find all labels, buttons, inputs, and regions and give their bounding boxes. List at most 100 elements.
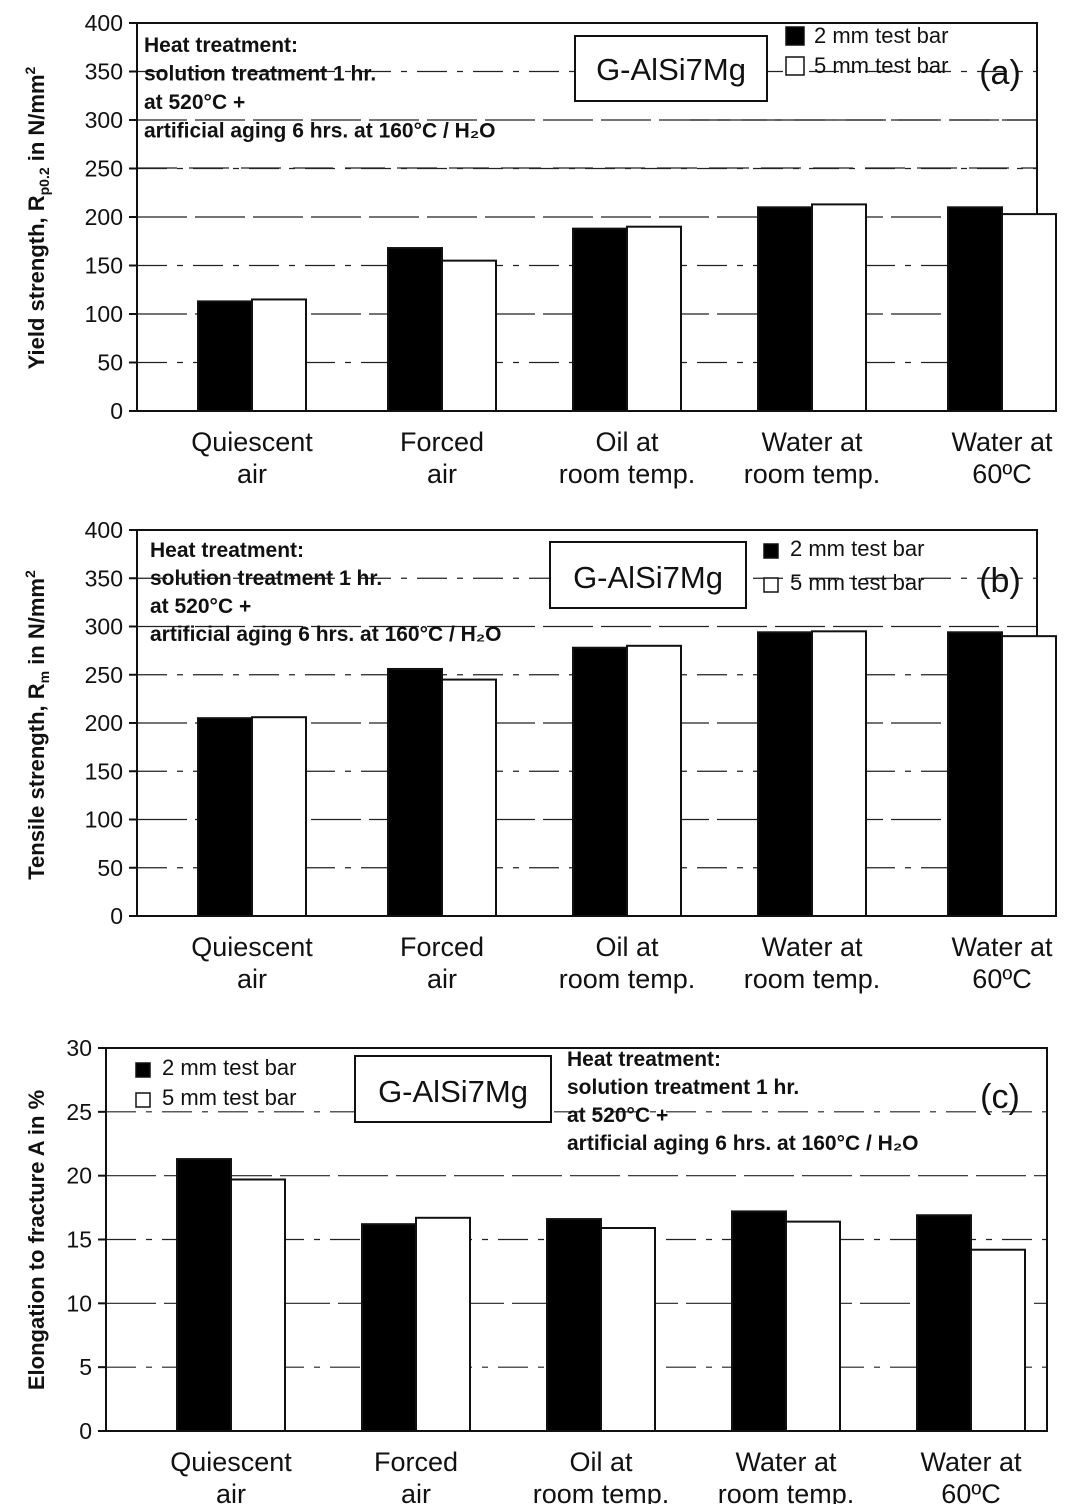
bar-5mm-1 xyxy=(251,716,307,918)
y-tick-label: 50 xyxy=(97,855,123,881)
legend-label: 5 mm test bar xyxy=(814,53,948,78)
bars xyxy=(176,1158,1026,1433)
x-tick-label: Oil at xyxy=(595,932,659,962)
bar-2mm-3 xyxy=(572,227,628,412)
x-tick-label: Oil at xyxy=(595,427,659,457)
y-tick-label: 300 xyxy=(85,614,123,640)
x-tick-label: room temp. xyxy=(718,1479,855,1504)
heat-treatment-note: Heat treatment: solution treatment 1 hr. a… xyxy=(144,34,496,143)
bar-2mm-4 xyxy=(757,206,813,412)
x-tick-label: room temp. xyxy=(533,1479,670,1504)
alloy-label-box xyxy=(549,541,747,609)
x-tick-label: room temp. xyxy=(744,459,881,489)
bar-2mm-2 xyxy=(361,1223,417,1433)
heat-treatment-line: at 520°C + xyxy=(567,1104,668,1127)
bar-5mm-4 xyxy=(811,203,867,412)
x-tick-label: 60ºC xyxy=(972,459,1031,489)
bar-5mm-3 xyxy=(626,225,682,412)
x-tick-label: air xyxy=(427,964,457,994)
x-tick-label: Quiescent xyxy=(191,427,313,457)
y-axis-title: Tensile strength, Rm in N/mm2 xyxy=(22,570,52,880)
bar-5mm-5 xyxy=(1001,213,1057,412)
y-tick-label: 50 xyxy=(97,350,123,376)
heat-treatment-line: at 520°C + xyxy=(150,595,251,618)
x-tick-label: Water at xyxy=(735,1447,837,1477)
x-tick-label: Forced xyxy=(400,932,484,962)
bar-5mm-5 xyxy=(970,1248,1026,1433)
x-tick-label: air xyxy=(237,964,267,994)
legend-label: 2 mm test bar xyxy=(790,536,924,561)
y-axis: 0 50 100 150 200 250 300 350 400 xyxy=(85,10,137,424)
bar-2mm-5 xyxy=(947,631,1003,917)
y-tick-label: 10 xyxy=(66,1290,92,1316)
heat-treatment-line: artificial aging 6 hrs. at 160°C / H₂O xyxy=(150,623,502,646)
legend-label: 2 mm test bar xyxy=(162,1055,296,1080)
bars xyxy=(197,203,1057,413)
panel-label: (a) xyxy=(979,54,1021,92)
x-tick-label: room temp. xyxy=(559,459,696,489)
legend: 2 mm test bar 5 mm test bar xyxy=(135,1055,296,1110)
legend-swatch-2mm xyxy=(135,1062,151,1078)
bar-5mm-1 xyxy=(251,298,307,413)
heat-treatment-line: solution treatment 1 hr. xyxy=(567,1076,799,1099)
bar-2mm-5 xyxy=(916,1214,972,1432)
x-tick-label: Oil at xyxy=(569,1447,633,1477)
heat-treatment-note: Heat treatment: solution treatment 1 hr. a… xyxy=(150,539,502,646)
heat-treatment-line: artificial aging 6 hrs. at 160°C / H₂O xyxy=(144,120,496,143)
y-axis: 0 5 10 15 20 25 30 xyxy=(66,1035,106,1444)
panel-label: (c) xyxy=(980,1078,1020,1116)
y-tick-label: 0 xyxy=(110,903,123,929)
x-tick-label: Quiescent xyxy=(170,1447,292,1477)
bar-2mm-1 xyxy=(197,300,253,413)
x-tick-label: Water at xyxy=(920,1447,1022,1477)
x-tick-label: room temp. xyxy=(559,964,696,994)
bar-2mm-1 xyxy=(197,717,253,917)
bar-5mm-3 xyxy=(600,1227,656,1433)
bar-5mm-2 xyxy=(441,259,497,412)
y-tick-label: 20 xyxy=(66,1163,92,1189)
legend: 2 mm test bar 5 mm test bar xyxy=(763,536,924,595)
bar-5mm-2 xyxy=(415,1216,471,1432)
bar-2mm-2 xyxy=(387,247,443,412)
y-tick-label: 0 xyxy=(79,1418,92,1444)
y-tick-label: 100 xyxy=(85,301,123,327)
x-tick-label: air xyxy=(216,1479,246,1504)
x-tick-label: air xyxy=(427,459,457,489)
alloy-label: G-AlSi7Mg xyxy=(378,1074,528,1109)
legend-label: 2 mm test bar xyxy=(814,23,948,48)
alloy-label-box xyxy=(574,35,768,102)
bar-2mm-1 xyxy=(176,1158,232,1432)
alloy-label: G-AlSi7Mg xyxy=(573,560,723,595)
x-tick-label: room temp. xyxy=(744,964,881,994)
bar-5mm-4 xyxy=(811,630,867,917)
bar-2mm-4 xyxy=(757,631,813,917)
x-tick-label: Forced xyxy=(400,427,484,457)
y-tick-label: 0 xyxy=(110,398,123,424)
bar-5mm-2 xyxy=(441,678,497,918)
y-tick-label: 350 xyxy=(85,59,123,85)
alloy-label-box xyxy=(354,1055,552,1123)
bar-2mm-3 xyxy=(572,646,628,917)
heat-treatment-line: at 520°C + xyxy=(144,91,245,114)
bar-2mm-2 xyxy=(387,667,443,918)
x-tick-label: air xyxy=(401,1479,431,1504)
y-tick-label: 100 xyxy=(85,807,123,833)
bar-2mm-3 xyxy=(546,1218,602,1433)
x-tick-label: 60ºC xyxy=(941,1479,1000,1504)
y-tick-label: 350 xyxy=(85,565,123,591)
y-tick-label: 250 xyxy=(85,156,123,182)
heat-treatment-line: artificial aging 6 hrs. at 160°C / H₂O xyxy=(567,1132,919,1155)
x-tick-label: Water at xyxy=(951,932,1053,962)
x-tick-label: Quiescent xyxy=(191,932,313,962)
x-tick-label: Water at xyxy=(761,427,863,457)
x-tick-label: Water at xyxy=(761,932,863,962)
y-axis-title: Yield strength, Rp0.2 in N/mm2 xyxy=(22,66,52,369)
heat-treatment-line: Heat treatment: xyxy=(567,1048,721,1071)
bar-5mm-5 xyxy=(1001,635,1057,918)
bar-2mm-5 xyxy=(947,206,1003,412)
y-tick-label: 300 xyxy=(85,107,123,133)
legend-swatch-5mm xyxy=(135,1092,151,1108)
y-tick-label: 200 xyxy=(85,204,123,230)
bar-5mm-4 xyxy=(785,1220,841,1433)
